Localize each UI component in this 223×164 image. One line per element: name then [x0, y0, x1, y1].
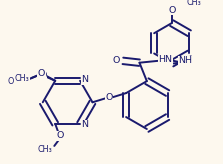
Text: CH₃: CH₃ [186, 0, 201, 7]
Text: CH₃: CH₃ [38, 145, 52, 154]
Text: CH₃: CH₃ [15, 74, 29, 83]
Text: N: N [81, 120, 88, 129]
Text: O: O [113, 56, 120, 65]
Text: O: O [106, 93, 113, 102]
Text: OCH₃: OCH₃ [8, 77, 29, 86]
Text: HN: HN [158, 55, 172, 64]
Text: O: O [169, 6, 176, 15]
Text: O: O [56, 131, 64, 140]
Text: O: O [39, 71, 47, 80]
Text: O: O [38, 69, 45, 78]
Text: NH: NH [179, 56, 192, 65]
Text: N: N [81, 75, 88, 84]
